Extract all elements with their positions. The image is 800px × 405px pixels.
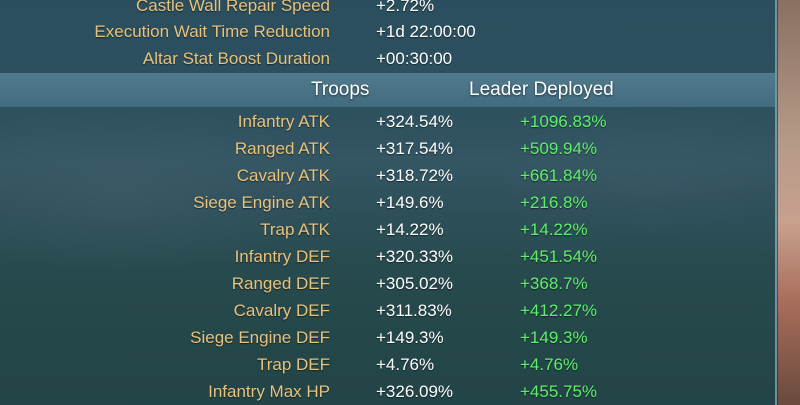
stat-row: Cavalry DEF +311.83% +412.27%: [0, 297, 775, 324]
troops-value: +311.83%: [376, 301, 452, 320]
stat-label: Infantry ATK: [237, 112, 330, 131]
leader-value: +149.3%: [520, 328, 588, 347]
stat-label: Infantry Max HP: [208, 382, 330, 401]
stat-row: Trap ATK +14.22% +14.22%: [0, 216, 775, 243]
stat-row: Cavalry ATK +318.72% +661.84%: [0, 162, 775, 189]
background-building-edge: [775, 0, 800, 405]
stat-row: Infantry Max HP +326.09% +455.75%: [0, 378, 775, 405]
stats-panel[interactable]: Castle Wall Repair Speed +2.72% Executio…: [0, 0, 777, 405]
stat-row: Siege Engine ATK +149.6% +216.8%: [0, 189, 775, 216]
leader-value: +412.27%: [520, 301, 598, 320]
leader-value: +1096.83%: [520, 112, 607, 131]
troops-value: +326.09%: [376, 382, 454, 401]
stat-label: Altar Stat Boost Duration: [142, 49, 330, 68]
troops-value: +320.33%: [376, 247, 454, 266]
troops-value: +14.22%: [376, 220, 444, 239]
stat-label: Ranged DEF: [231, 274, 330, 293]
troops-value: +305.02%: [376, 274, 454, 293]
leader-value: +661.84%: [520, 166, 598, 185]
stat-row-execution-wait: Execution Wait Time Reduction +1d 22:00:…: [0, 18, 775, 45]
stat-label: Execution Wait Time Reduction: [94, 22, 330, 41]
troops-value: +318.72%: [376, 166, 454, 185]
stat-value: +2.72%: [376, 0, 435, 15]
leader-deployed-header: Leader Deployed: [469, 79, 614, 100]
stat-row-castle-wall-repair: Castle Wall Repair Speed +2.72%: [0, 0, 775, 19]
stat-value: +1d 22:00:00: [376, 22, 476, 41]
troops-value: +324.54%: [376, 112, 454, 131]
leader-value: +368.7%: [520, 274, 588, 293]
section-header: Troops Leader Deployed: [0, 73, 775, 107]
leader-value: +14.22%: [520, 220, 588, 239]
stat-label: Cavalry ATK: [236, 166, 330, 185]
stat-label: Infantry DEF: [234, 247, 330, 266]
stat-label: Castle Wall Repair Speed: [135, 0, 330, 15]
troops-header: Troops: [311, 79, 370, 100]
stat-row: Ranged DEF +305.02% +368.7%: [0, 270, 775, 297]
troops-value: +317.54%: [376, 139, 454, 158]
leader-value: +509.94%: [520, 139, 598, 158]
stat-label: Siege Engine DEF: [190, 328, 330, 347]
stat-row: Trap DEF +4.76% +4.76%: [0, 351, 775, 378]
stat-label: Siege Engine ATK: [193, 193, 330, 212]
stat-value: +00:30:00: [376, 49, 453, 68]
leader-value: +4.76%: [520, 355, 579, 374]
troops-value: +149.6%: [376, 193, 444, 212]
leader-value: +451.54%: [520, 247, 598, 266]
stat-label: Trap ATK: [260, 220, 330, 239]
troops-value: +149.3%: [376, 328, 444, 347]
stat-row: Infantry ATK +324.54% +1096.83%: [0, 108, 775, 135]
stat-row: Infantry DEF +320.33% +451.54%: [0, 243, 775, 270]
leader-value: +216.8%: [520, 193, 588, 212]
stat-label: Cavalry DEF: [233, 301, 330, 320]
stat-row-altar-boost: Altar Stat Boost Duration +00:30:00: [0, 45, 775, 72]
troops-value: +4.76%: [376, 355, 435, 374]
stat-label: Trap DEF: [256, 355, 330, 374]
leader-value: +455.75%: [520, 382, 598, 401]
stat-label: Ranged ATK: [234, 139, 330, 158]
stat-row: Ranged ATK +317.54% +509.94%: [0, 135, 775, 162]
stat-row: Siege Engine DEF +149.3% +149.3%: [0, 324, 775, 351]
